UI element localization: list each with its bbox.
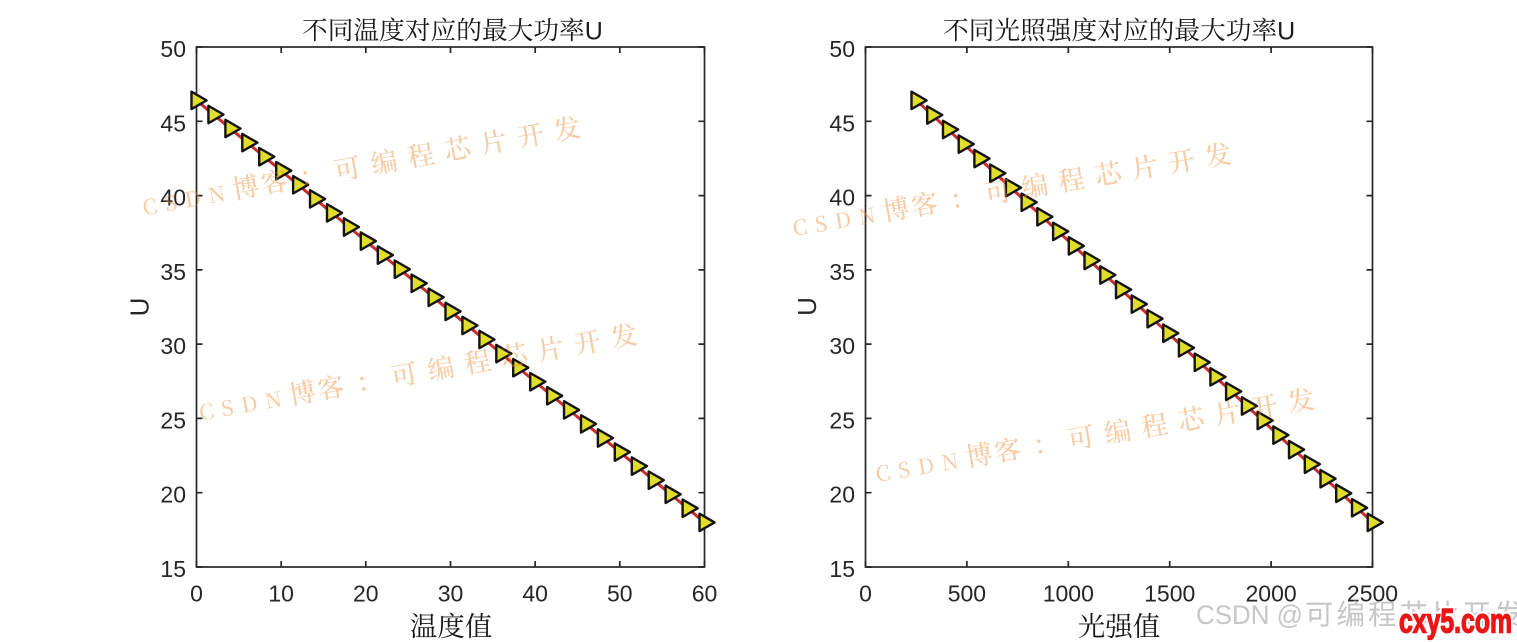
svg-text:30: 30 — [829, 333, 855, 359]
svg-text:cxy5.com: cxy5.com — [1399, 603, 1512, 641]
svg-text:35: 35 — [829, 259, 855, 285]
svg-text:500: 500 — [948, 581, 986, 607]
svg-text:10: 10 — [268, 581, 294, 607]
svg-text:60: 60 — [692, 581, 718, 607]
svg-text:40: 40 — [829, 185, 855, 211]
svg-text:2000: 2000 — [1246, 581, 1297, 607]
svg-text:40: 40 — [522, 581, 548, 607]
svg-text:1000: 1000 — [1043, 581, 1094, 607]
svg-text:25: 25 — [160, 407, 186, 433]
svg-text:15: 15 — [160, 556, 186, 582]
svg-text:30: 30 — [160, 333, 186, 359]
svg-text:50: 50 — [160, 36, 186, 62]
svg-text:35: 35 — [160, 259, 186, 285]
svg-text:U: U — [585, 17, 603, 45]
svg-text:U: U — [792, 297, 822, 316]
svg-text:CSDN @: CSDN @ — [1196, 600, 1303, 630]
svg-text:50: 50 — [607, 581, 633, 607]
svg-text:0: 0 — [859, 581, 872, 607]
svg-text:50: 50 — [829, 36, 855, 62]
svg-text:1500: 1500 — [1144, 581, 1195, 607]
svg-text:45: 45 — [829, 110, 855, 136]
svg-text:cxy5.com: cxy5.com — [1399, 603, 1512, 641]
svg-text:20: 20 — [353, 581, 379, 607]
svg-text:U: U — [1277, 17, 1295, 45]
svg-text:U: U — [125, 298, 155, 317]
svg-text:20: 20 — [829, 482, 855, 508]
svg-text:20: 20 — [160, 482, 186, 508]
svg-text:0: 0 — [190, 581, 203, 607]
svg-text:25: 25 — [829, 407, 855, 433]
svg-text:30: 30 — [438, 581, 464, 607]
svg-text:15: 15 — [829, 556, 855, 582]
svg-text:45: 45 — [160, 110, 186, 136]
